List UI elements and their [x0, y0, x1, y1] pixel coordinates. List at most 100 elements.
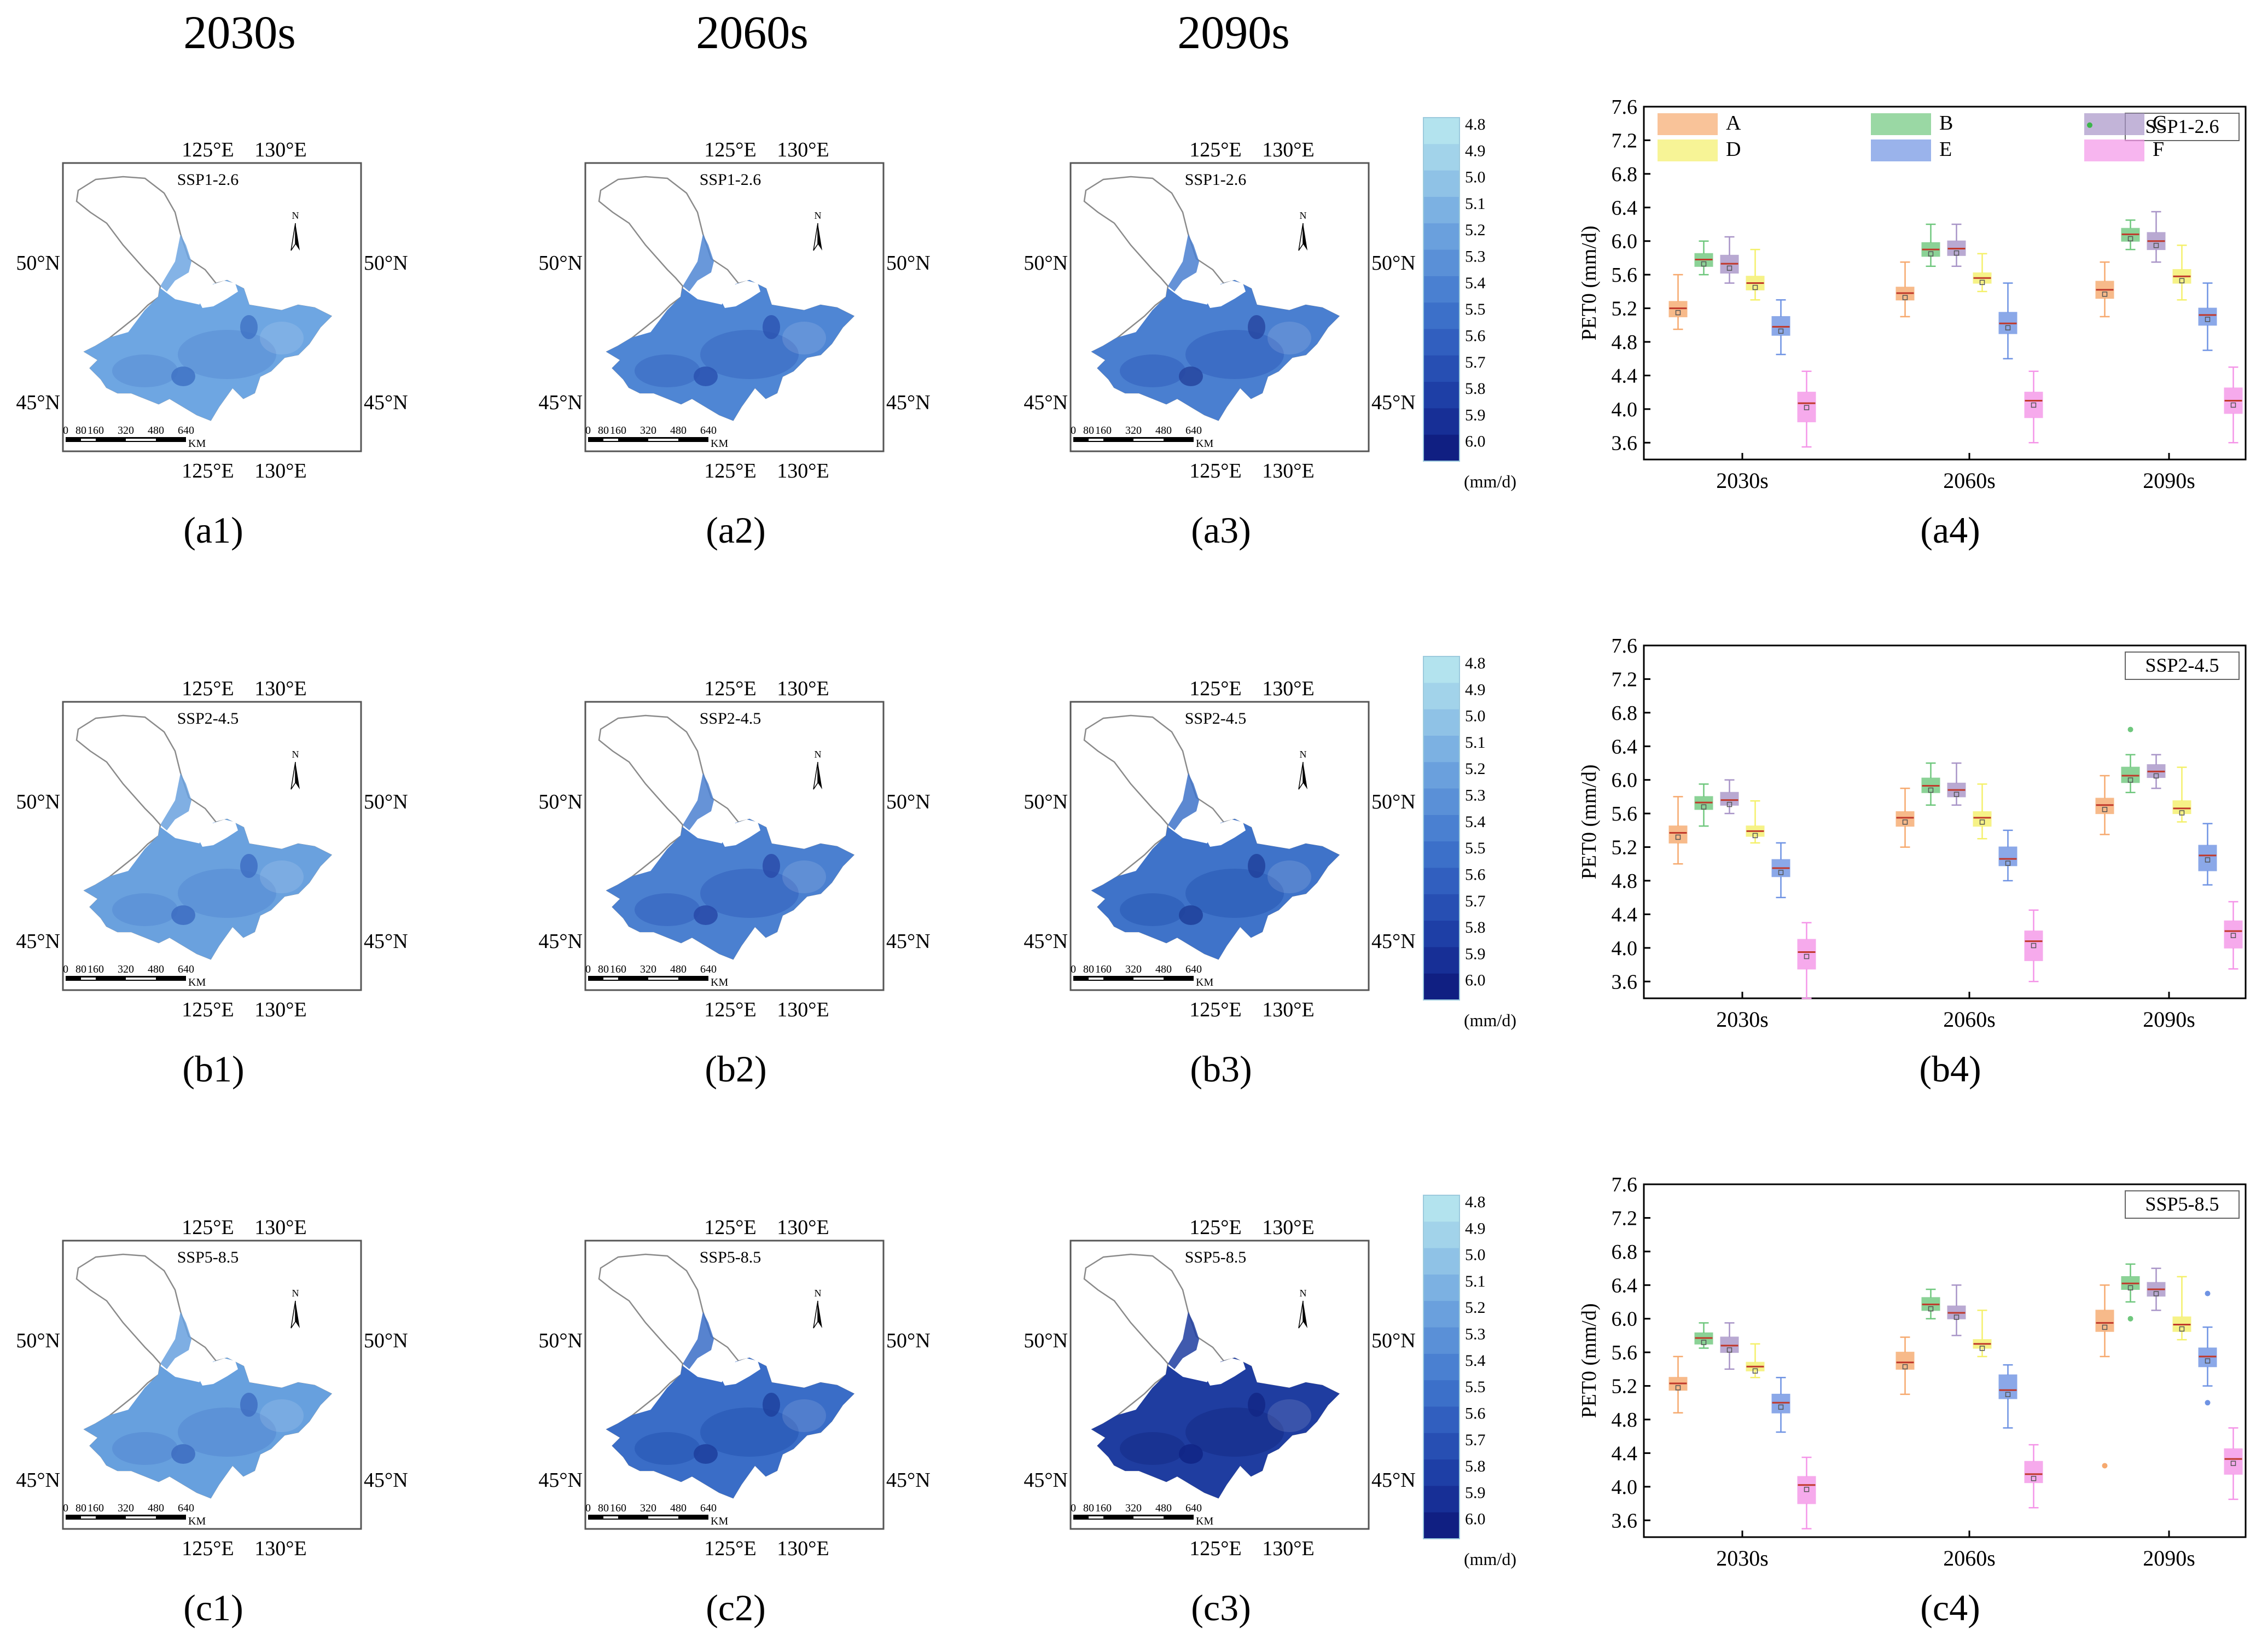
colorbar-swatch: [1423, 841, 1460, 869]
north-arrow-icon: [818, 223, 822, 251]
scalebar-unit: KM: [1196, 976, 1213, 988]
north-arrow-icon: [1298, 223, 1304, 251]
colorbar-swatch: [1423, 1301, 1460, 1328]
box-2030s-A: [1668, 1356, 1688, 1413]
box-2090s-A: [2095, 775, 2114, 835]
box-body: [1668, 825, 1688, 844]
map-contour-patch: [178, 1407, 276, 1457]
scalebar-unit: KM: [188, 438, 206, 450]
lat-label-left: 50°N: [538, 252, 583, 275]
box-mean-marker: [2153, 242, 2159, 248]
map-contour-patch: [178, 869, 276, 918]
box-mean-marker: [2127, 236, 2133, 242]
map-contour-light: [782, 322, 826, 354]
colorbar-tick: 4.9: [1465, 680, 1486, 699]
colorbar-swatch: [1423, 1353, 1460, 1381]
scalebar-tick: 0: [1071, 963, 1076, 975]
map-contour-patch: [1120, 893, 1185, 926]
colorbar-tick: 4.8: [1465, 115, 1486, 133]
north-arrow-icon: [1298, 761, 1304, 790]
box-mean-marker: [1902, 295, 1908, 300]
scalebar-tick: 80: [75, 1502, 86, 1514]
box-mean-marker: [2153, 773, 2159, 779]
scalebar-tick: 0: [1071, 424, 1076, 437]
box-2090s-D: [2172, 766, 2191, 823]
north-arrow-icon: [1303, 762, 1307, 789]
box-2030s-C: [1720, 779, 1739, 815]
x-tick-label: 2090s: [2143, 1007, 2195, 1032]
lon-label-bottom: 130°E: [777, 459, 829, 482]
box-mean-marker: [1752, 1368, 1758, 1374]
panel-label-c3: (c3): [1191, 1587, 1251, 1628]
map-contour-hotspot: [171, 1444, 195, 1464]
map-panel-b3: SSP2-4.5 N 50°N 45°N 50°N 45°N 125°E 130°E 125°E…: [1024, 677, 1415, 1090]
lat-label-left: 50°N: [1024, 252, 1068, 275]
north-label: N: [815, 210, 822, 221]
box-mean-marker: [1953, 792, 1960, 797]
lat-label-left: 45°N: [538, 1469, 583, 1492]
map-river-strip: [1168, 234, 1199, 292]
colorbar-tick: 5.0: [1465, 1246, 1486, 1264]
legend-label-A: A: [1726, 112, 1741, 135]
colorbar-tick: 6.0: [1465, 1510, 1486, 1528]
colorbar-tick: 6.0: [1465, 972, 1486, 990]
panel-label-c4: (c4): [1920, 1587, 1980, 1628]
box-mean-marker: [2230, 933, 2236, 938]
panel-label-a2: (a2): [706, 509, 765, 551]
box-mean-marker: [1752, 284, 1758, 290]
colorbar-swatch: [1423, 947, 1460, 974]
x-tick-label: 2030s: [1716, 1546, 1769, 1570]
map-lake: [1207, 1358, 1246, 1386]
y-tick-label: 5.2: [1612, 298, 1638, 321]
outlier-point: [2205, 1400, 2211, 1406]
colorbar-swatch: [1423, 170, 1460, 197]
colorbar-swatch: [1423, 196, 1460, 224]
y-tick-label: 6.8: [1612, 163, 1638, 186]
y-tick-label: 4.4: [1612, 903, 1638, 926]
panel-label-a3: (a3): [1191, 509, 1251, 551]
plot-frame: [1643, 106, 2247, 461]
y-tick-label: 5.2: [1612, 1375, 1638, 1398]
scalebar-segment: [1133, 439, 1164, 441]
colorbar-tick: 5.7: [1465, 353, 1486, 371]
lon-label-top: 125°E: [704, 1216, 756, 1239]
scalebar-tick: 320: [118, 424, 134, 437]
lon-label-bottom: 130°E: [1262, 1537, 1314, 1560]
y-axis-label: PET0 (mm/d): [1578, 1303, 1601, 1418]
y-tick-label: 3.6: [1612, 970, 1638, 993]
map-lake: [200, 819, 238, 847]
lon-label-top: 125°E: [1189, 138, 1241, 161]
colorbar-tick: 5.8: [1465, 918, 1486, 936]
y-tick-label: 7.6: [1612, 635, 1638, 658]
box-mean-marker: [2127, 1285, 2133, 1290]
box-2090s-B: [2121, 1263, 2140, 1322]
scalebar-tick: 480: [1155, 424, 1172, 437]
lat-label-left: 50°N: [16, 252, 60, 275]
scalebar-tick: 320: [640, 963, 656, 975]
lon-label-bottom: 125°E: [182, 998, 234, 1021]
box-body: [2095, 1310, 2114, 1332]
colorbar-swatch: [1423, 118, 1460, 145]
scalebar-tick: 160: [1095, 1502, 1112, 1514]
scenario-tag: SSP5-8.5: [2145, 1193, 2219, 1215]
colorbar-swatch: [1423, 735, 1460, 763]
colorbar-tick: 6.0: [1465, 433, 1486, 451]
map-contour-patch: [700, 1407, 799, 1457]
map-lake: [200, 281, 238, 308]
box-2060s-A: [1895, 261, 1915, 318]
scalebar-tick: 80: [1083, 1502, 1094, 1514]
map-contour-light: [1267, 322, 1311, 354]
box-2090s-E: [2198, 823, 2217, 886]
colorbar-swatch: [1423, 1274, 1460, 1302]
box-body: [1797, 1476, 1816, 1504]
lon-label-top: 130°E: [254, 1216, 306, 1239]
colorbar-swatch: [1423, 249, 1460, 277]
colorbar-tick: 5.3: [1465, 1325, 1486, 1343]
column-header-2090s: 2090s: [1177, 6, 1289, 59]
scalebar-tick: 640: [178, 424, 194, 437]
lon-label-bottom: 130°E: [1262, 459, 1314, 482]
box-2090s-A: [2095, 261, 2114, 318]
scalebar-tick: 640: [700, 424, 717, 437]
map-river-strip: [160, 773, 191, 830]
box-body: [1720, 792, 1739, 806]
